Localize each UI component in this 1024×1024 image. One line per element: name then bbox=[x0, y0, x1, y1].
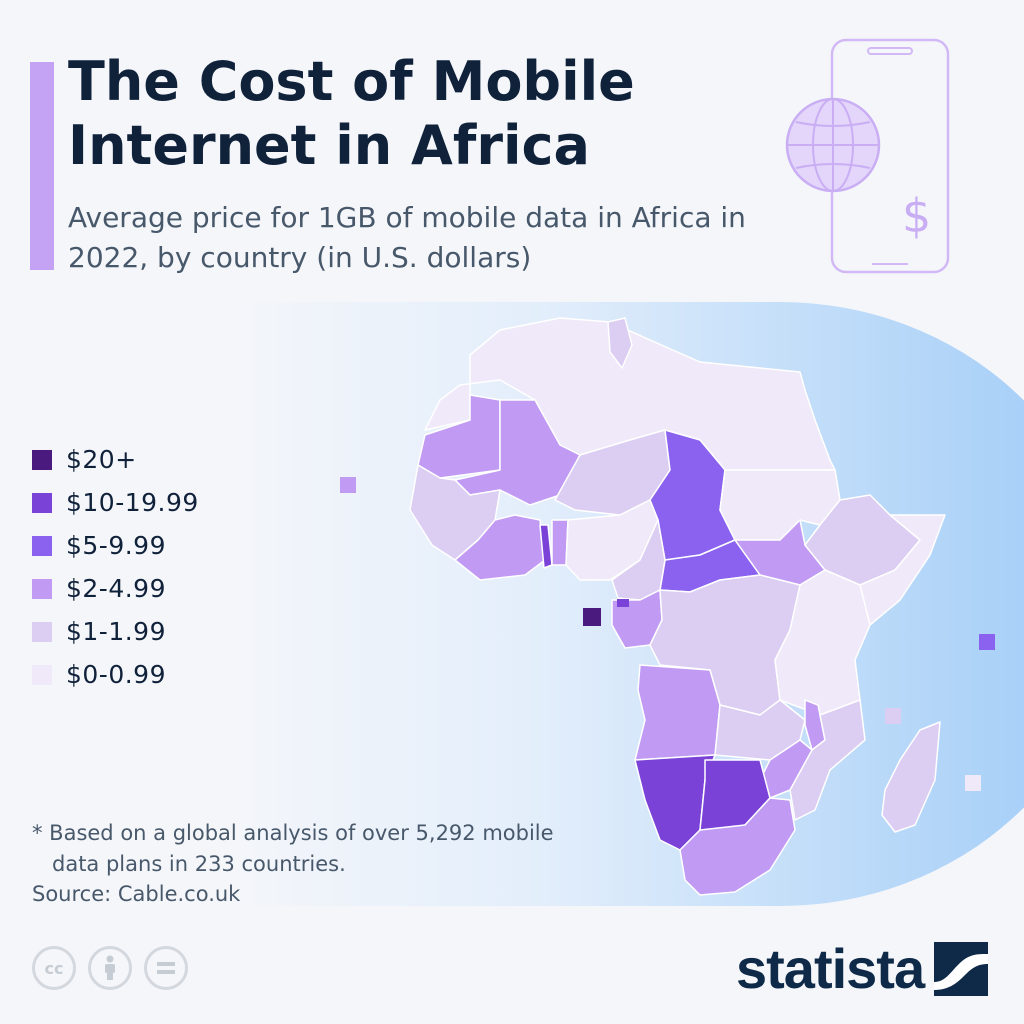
cc-icon[interactable]: cc bbox=[32, 946, 76, 990]
region-ivory-coast-ghana bbox=[454, 514, 546, 581]
legend-swatch bbox=[32, 621, 52, 642]
page-title: The Cost of Mobile Internet in Africa bbox=[68, 50, 635, 177]
legend-label: $20+ bbox=[66, 445, 137, 474]
africa-map bbox=[230, 302, 1024, 906]
license-icons: cc bbox=[32, 946, 188, 990]
title-accent-bar bbox=[30, 62, 54, 270]
legend-item-2-4: $2-4.99 bbox=[32, 567, 272, 610]
statista-mark-icon bbox=[934, 941, 989, 996]
source-text: Source: Cable.co.uk bbox=[32, 882, 241, 906]
legend-label: $1-1.99 bbox=[66, 617, 166, 646]
person-icon bbox=[105, 955, 115, 980]
legend-item-0-0: $0-0.99 bbox=[32, 653, 272, 696]
region-cape-verde bbox=[340, 477, 356, 493]
footnote: * Based on a global analysis of over 5,2… bbox=[32, 818, 672, 880]
legend-swatch bbox=[32, 578, 52, 599]
region-angola bbox=[634, 664, 721, 761]
region-madagascar bbox=[881, 721, 941, 833]
statista-logo[interactable]: statista bbox=[736, 936, 989, 1001]
legend-item-5-9: $5-9.99 bbox=[32, 524, 272, 567]
region-mozambique bbox=[789, 699, 866, 821]
legend-swatch bbox=[32, 664, 52, 685]
legend-swatch bbox=[32, 449, 52, 470]
legend-item-10-19: $10-19.99 bbox=[32, 481, 272, 524]
footnote-line-1: * Based on a global analysis of over 5,2… bbox=[32, 821, 554, 845]
svg-text:$: $ bbox=[902, 189, 931, 243]
region-zambia bbox=[714, 699, 806, 761]
legend-label: $2-4.99 bbox=[66, 574, 166, 603]
equals-icon bbox=[157, 962, 175, 974]
region-equatorial-guinea-island bbox=[583, 608, 601, 626]
region-sao-tome bbox=[617, 599, 629, 607]
page-subtitle: Average price for 1GB of mobile data in … bbox=[68, 201, 746, 274]
region-mauritius bbox=[965, 775, 981, 791]
legend-label: $0-0.99 bbox=[66, 660, 166, 689]
no-derivatives-icon[interactable] bbox=[144, 946, 188, 990]
footnote-line-2: data plans in 233 countries. bbox=[52, 852, 346, 876]
brand-name: statista bbox=[736, 937, 925, 1000]
region-tunisia bbox=[607, 317, 633, 369]
phone-globe-dollar-icon: $ bbox=[785, 38, 950, 274]
map-legend: $20+ $10-19.99 $5-9.99 $2-4.99 $1-1.99 $… bbox=[32, 438, 272, 696]
region-comoros bbox=[885, 708, 901, 724]
legend-swatch bbox=[32, 492, 52, 513]
region-south-africa bbox=[679, 797, 796, 896]
attribution-icon[interactable] bbox=[88, 946, 132, 990]
legend-label: $10-19.99 bbox=[66, 488, 199, 517]
region-seychelles bbox=[979, 634, 995, 650]
legend-swatch bbox=[32, 535, 52, 556]
legend-item-20plus: $20+ bbox=[32, 438, 272, 481]
legend-label: $5-9.99 bbox=[66, 531, 166, 560]
legend-item-1-1: $1-1.99 bbox=[32, 610, 272, 653]
region-mali bbox=[454, 399, 581, 506]
